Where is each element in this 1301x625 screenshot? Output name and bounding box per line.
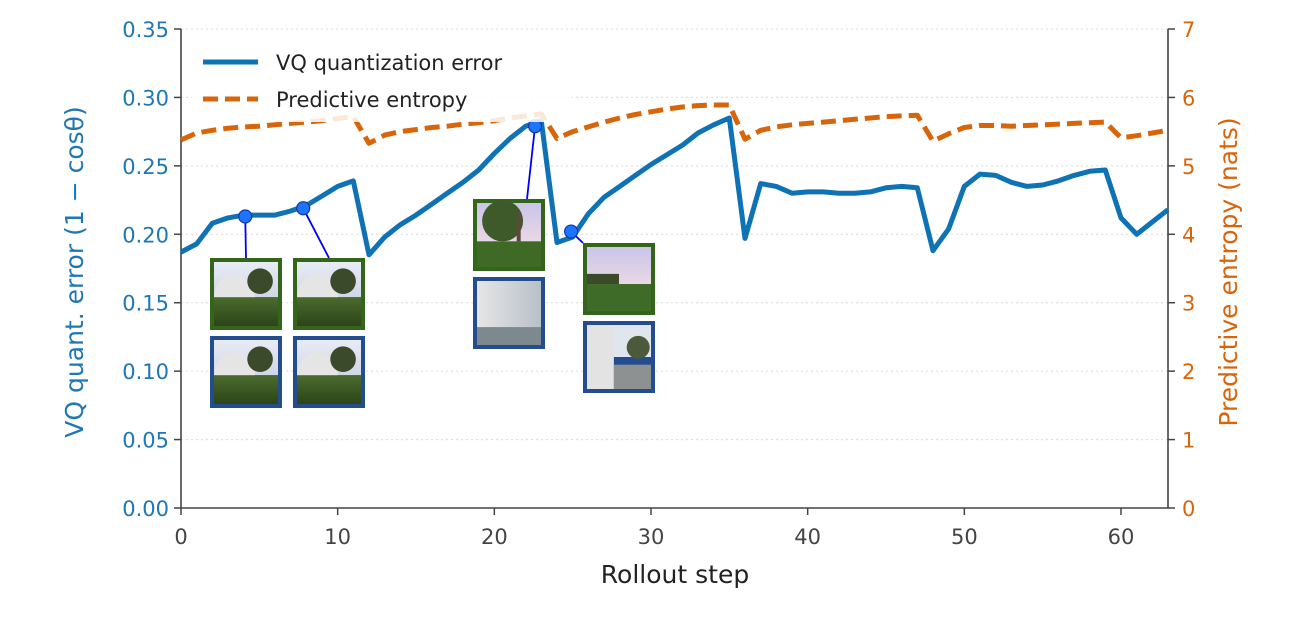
annotation-layer xyxy=(210,119,655,408)
annotation-2 xyxy=(293,201,365,408)
left-y-axis-label: VQ quant. error (1 − cosθ) xyxy=(60,106,89,437)
thumbnail-image xyxy=(214,340,278,404)
x-tick-label: 40 xyxy=(794,525,821,549)
right-y-tick-label: 2 xyxy=(1182,360,1195,384)
right-y-axis-label: Predictive entropy (nats) xyxy=(1214,117,1243,426)
vq-error-line xyxy=(179,115,1170,258)
thumbnail-image xyxy=(297,340,361,404)
tree xyxy=(247,346,273,373)
legend: VQ quantization error Predictive entropy xyxy=(192,44,572,122)
thumbnail-image xyxy=(587,247,651,311)
wall xyxy=(587,325,614,389)
annotation-marker xyxy=(238,209,253,224)
grass xyxy=(214,297,278,326)
thumbnail-image xyxy=(297,262,361,326)
annotation-4 xyxy=(563,224,655,393)
annotation-marker xyxy=(296,201,311,216)
right-y-tick-label: 4 xyxy=(1182,223,1195,247)
tree xyxy=(482,200,524,242)
left-y-tick-label: 0.05 xyxy=(122,429,169,453)
thumbnail-image xyxy=(477,200,541,267)
annotation-connector xyxy=(526,126,536,200)
grass xyxy=(214,375,278,404)
trunk xyxy=(516,212,521,242)
right-y-tick-label: 5 xyxy=(1182,155,1195,179)
annotation-3 xyxy=(473,119,545,349)
annotation-1 xyxy=(210,209,282,408)
right-y-tick-label: 7 xyxy=(1182,18,1195,42)
left-y-tick-label: 0.15 xyxy=(122,292,169,316)
legend-label-vq: VQ quantization error xyxy=(276,51,502,75)
left-y-tick-label: 0.00 xyxy=(122,497,169,521)
thumbnail-image xyxy=(477,281,541,345)
legend-background xyxy=(192,44,572,122)
x-tick-label: 60 xyxy=(1108,525,1135,549)
right-y-tick-label: 0 xyxy=(1182,497,1195,521)
left-y-tick-label: 0.20 xyxy=(122,223,169,247)
grass xyxy=(477,241,541,267)
x-axis-label: Rollout step xyxy=(601,560,749,589)
x-tick-label: 30 xyxy=(638,525,665,549)
left-y-tick-label: 0.30 xyxy=(122,86,169,110)
tree xyxy=(247,268,273,295)
x-tick-label: 50 xyxy=(951,525,978,549)
path xyxy=(613,364,651,389)
thumbnail-image xyxy=(214,262,278,326)
thumbnail-image xyxy=(587,325,651,389)
tree-line xyxy=(587,273,619,285)
grass xyxy=(587,284,651,311)
grass xyxy=(297,297,361,326)
ground xyxy=(477,327,541,345)
x-tick-label: 20 xyxy=(481,525,508,549)
left-y-tick-label: 0.10 xyxy=(122,360,169,384)
tree xyxy=(626,335,650,359)
tree xyxy=(330,268,356,295)
left-y-tick-label: 0.25 xyxy=(122,155,169,179)
annotation-marker xyxy=(563,224,579,239)
tree xyxy=(330,346,356,373)
right-y-tick-label: 6 xyxy=(1182,86,1195,110)
x-tick-label: 0 xyxy=(174,525,187,549)
x-tick-label: 10 xyxy=(324,525,351,549)
right-y-tick-label: 1 xyxy=(1182,429,1195,453)
grass xyxy=(297,375,361,404)
left-y-tick-label: 0.35 xyxy=(122,18,169,42)
right-y-tick-label: 3 xyxy=(1182,292,1195,316)
legend-label-entropy: Predictive entropy xyxy=(276,88,467,112)
series-layer xyxy=(179,102,1170,258)
annotation-connector xyxy=(302,207,330,259)
axes: 0.00 0.05 0.10 0.15 0.20 0.25 0.30 0.35 0 1 2 3 4 5 6 7… xyxy=(122,18,1195,549)
